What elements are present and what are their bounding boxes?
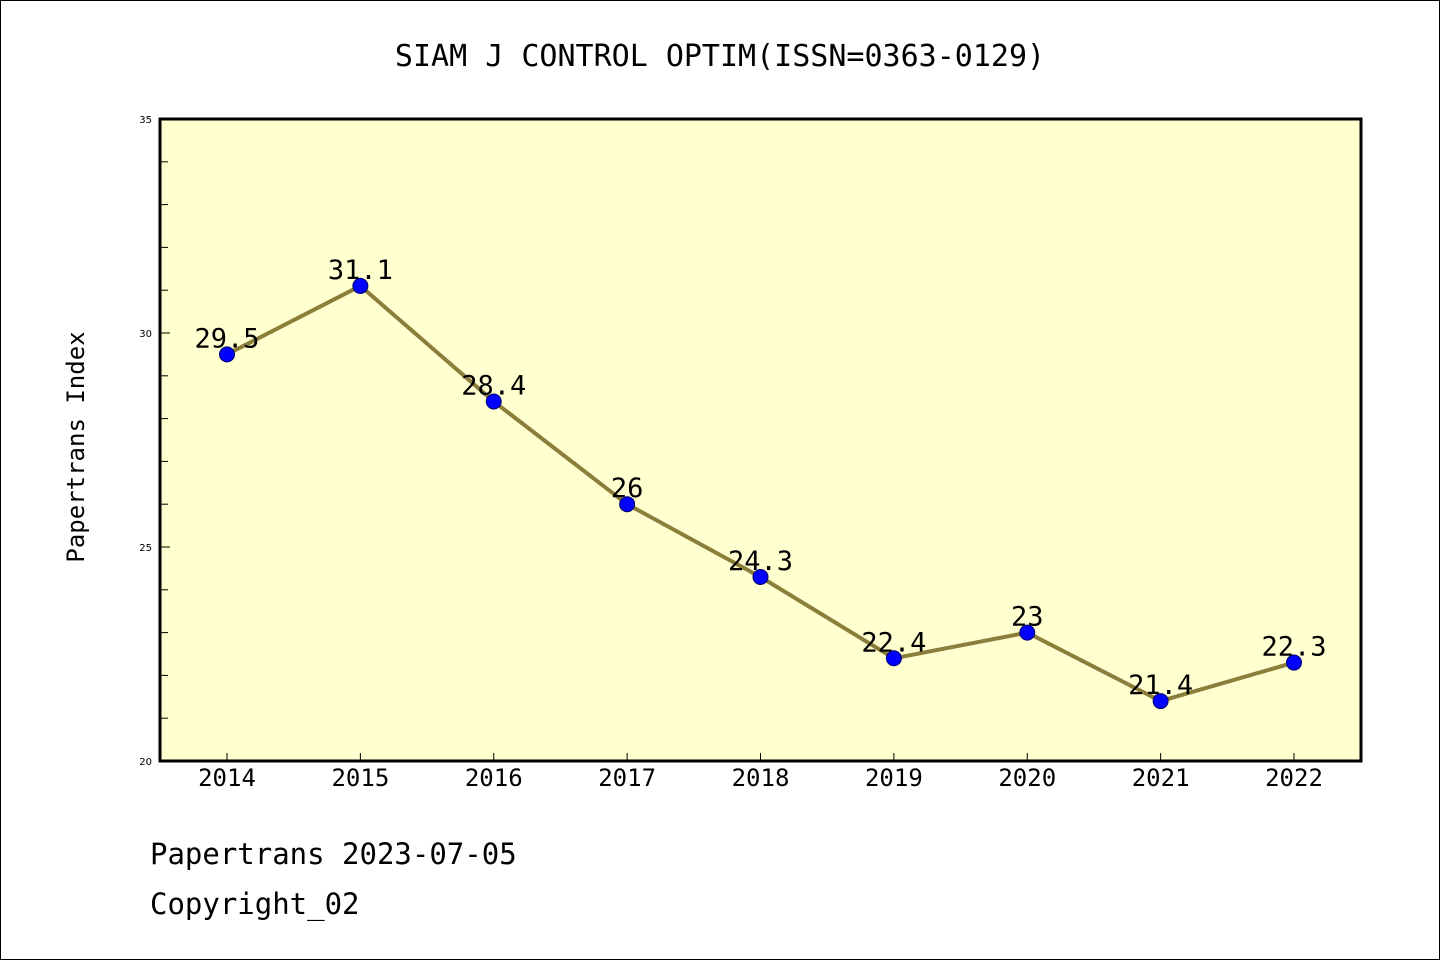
y-tick-label: 35 bbox=[139, 115, 152, 126]
y-axis-ticks: 20 25 30 35 bbox=[139, 115, 170, 768]
data-point bbox=[619, 496, 636, 513]
data-point bbox=[1152, 693, 1169, 710]
y-tick-label: 30 bbox=[139, 329, 152, 340]
plot-area bbox=[158, 117, 1363, 763]
x-tick-label: 2018 bbox=[732, 764, 790, 792]
data-point bbox=[485, 393, 502, 410]
data-label: 22.4 bbox=[861, 627, 926, 658]
data-point bbox=[752, 568, 769, 585]
x-tick-label: 2021 bbox=[1132, 764, 1190, 792]
x-tick-label: 2016 bbox=[465, 764, 523, 792]
series-points-group bbox=[219, 277, 1302, 710]
data-label: 31.1 bbox=[328, 255, 393, 286]
x-tick-label: 2015 bbox=[331, 764, 389, 792]
x-tick-label: 2022 bbox=[1265, 764, 1323, 792]
data-label: 26 bbox=[611, 473, 644, 504]
data-label: 24.3 bbox=[728, 546, 793, 577]
x-tick-label: 2017 bbox=[598, 764, 656, 792]
y-tick-label: 20 bbox=[139, 757, 152, 768]
data-point bbox=[352, 277, 369, 294]
y-tick-label: 25 bbox=[139, 543, 152, 554]
data-point bbox=[219, 346, 235, 363]
data-label: 29.5 bbox=[194, 323, 259, 354]
y-axis-label: Papertrans Index bbox=[62, 331, 90, 562]
footer-copyright: Copyright_02 bbox=[150, 887, 360, 922]
x-tick-label: 2020 bbox=[998, 764, 1056, 792]
x-axis-ticks: 2014 2015 2016 2017 2018 2019 2020 2021 2022 bbox=[198, 753, 1323, 792]
data-point bbox=[1286, 654, 1302, 671]
chart-title: SIAM J CONTROL OPTIM(ISSN=0363-0129) bbox=[395, 39, 1045, 74]
x-tick-label: 2014 bbox=[198, 764, 256, 792]
data-label: 22.3 bbox=[1261, 632, 1326, 663]
data-point bbox=[885, 650, 902, 667]
x-tick-label: 2019 bbox=[865, 764, 923, 792]
data-labels-group: 29.5 31.1 28.4 26 24.3 22.4 23 21.4 22.3 bbox=[194, 255, 1326, 701]
data-label: 21.4 bbox=[1128, 670, 1193, 701]
footer-date: Papertrans 2023-07-05 bbox=[150, 837, 517, 871]
data-label: 28.4 bbox=[461, 370, 526, 401]
data-label: 23 bbox=[1011, 602, 1044, 633]
data-point bbox=[1019, 624, 1036, 641]
